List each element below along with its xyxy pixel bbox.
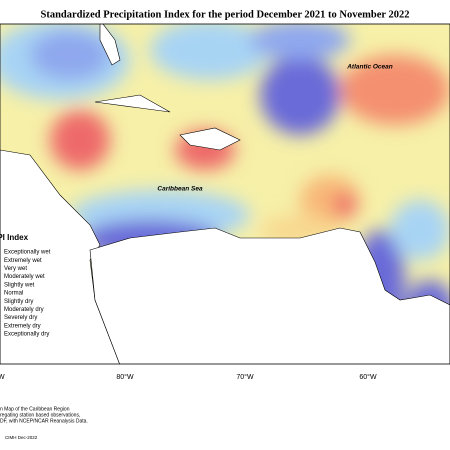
legend-label: Exceptionally wet [4, 250, 51, 256]
longitude-labels: 90°W 80°W 70°W 60°W [0, 373, 377, 381]
note-line: regating station based observations, [0, 412, 80, 418]
legend-label: Severely dry [4, 315, 37, 321]
credit: CIMH Dec-2022 [5, 435, 38, 440]
spi-field [0, 24, 450, 364]
note-line: n Map of the Caribbean Region [0, 406, 70, 412]
longitude-label: 90°W [0, 373, 5, 381]
note-line: DF, with NCEP/NCAR Reanalysis Data. [0, 418, 88, 424]
legend-label: Normal [4, 291, 23, 297]
legend-title: SPI Index [0, 233, 29, 242]
legend-label: Moderately wet [4, 274, 45, 280]
legend-label: Exceptionally dry [4, 332, 49, 338]
legend-label: Slightly wet [4, 282, 35, 288]
map-title: Standardized Precipitation Index for the… [40, 9, 409, 20]
longitude-label: 60°W [359, 373, 377, 381]
legend-label: Extremely dry [4, 323, 41, 329]
longitude-label: 80°W [116, 373, 134, 381]
map-frame [0, 23, 450, 365]
legend-label: Very wet [4, 266, 27, 272]
longitude-label: 70°W [236, 373, 254, 381]
legend: Exceptionally wet Extremely wet Very wet Mo… [4, 250, 51, 338]
legend-label: Extremely wet [4, 258, 42, 264]
legend-label: Moderately dry [4, 307, 44, 313]
sea-label: Caribbean Sea [157, 186, 203, 193]
legend-label: Slightly dry [4, 299, 33, 305]
ocean-label: Atlantic Ocean [346, 64, 393, 71]
